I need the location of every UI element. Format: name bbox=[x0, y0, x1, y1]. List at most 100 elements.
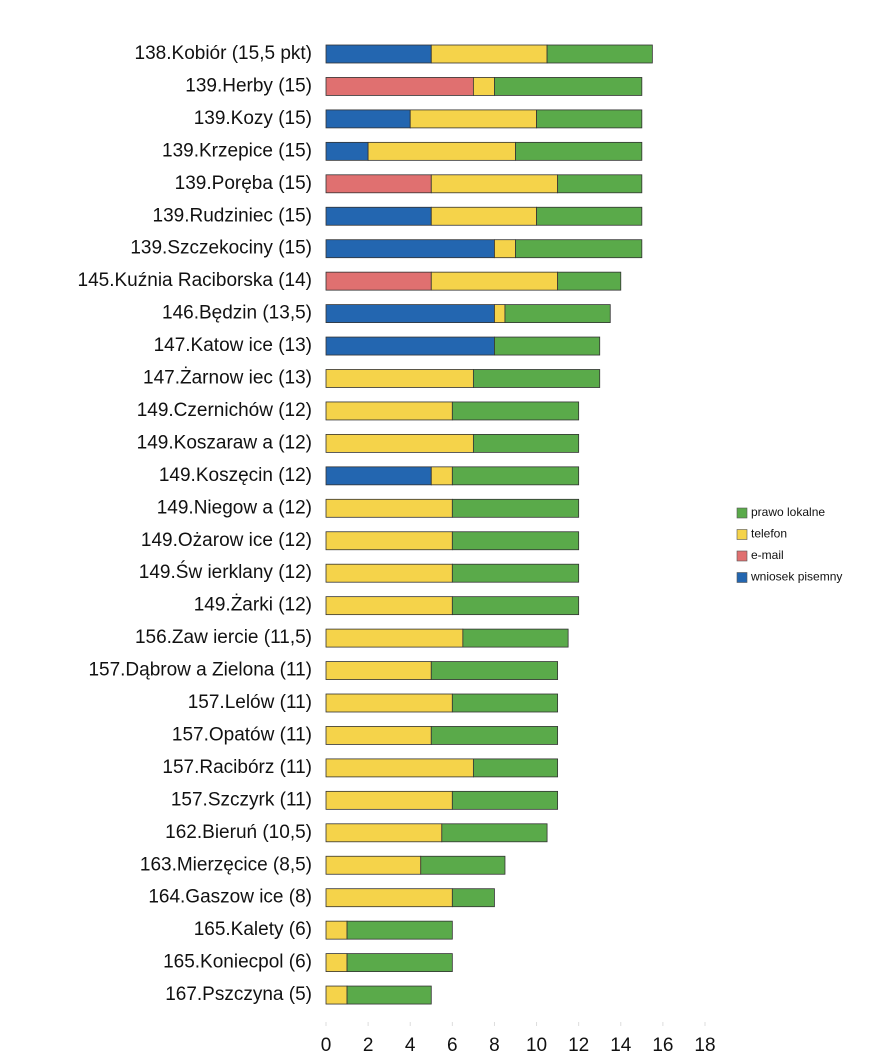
bar-segment bbox=[325, 920, 348, 940]
bar-segment bbox=[346, 985, 432, 1005]
bar-segment bbox=[494, 239, 516, 259]
legend-label: e-mail bbox=[751, 548, 784, 562]
bar-segment bbox=[494, 336, 601, 356]
legend-label: prawo lokalne bbox=[751, 505, 825, 519]
category-label: 157.Dąbrow a Zielona (11) bbox=[88, 660, 312, 681]
bar-segment bbox=[430, 206, 537, 226]
bar-segment bbox=[472, 758, 559, 778]
bar-segment bbox=[325, 336, 495, 356]
bar-segment bbox=[325, 271, 432, 291]
bar-segment bbox=[557, 271, 622, 291]
category-label: 149.Niegow a (12) bbox=[157, 497, 312, 518]
bar-segment bbox=[325, 628, 464, 648]
bar-segment bbox=[494, 304, 506, 324]
category-label: 157.Szczyrk (11) bbox=[171, 789, 312, 810]
bar-segment bbox=[325, 758, 474, 778]
category-label: 149.Ożarow ice (12) bbox=[141, 530, 312, 551]
bar-segment bbox=[325, 401, 453, 421]
bar-segment bbox=[451, 888, 495, 908]
bar-segment bbox=[536, 206, 643, 226]
category-label: 157.Lelów (11) bbox=[188, 692, 312, 713]
bar-segment bbox=[325, 531, 453, 551]
category-label: 147.Żarnow iec (13) bbox=[143, 368, 312, 389]
legend-label: wniosek pisemny bbox=[750, 570, 842, 584]
category-label: 139.Szczekociny (15) bbox=[130, 238, 312, 259]
bar-segment bbox=[325, 661, 432, 680]
bar-segment bbox=[441, 823, 548, 843]
x-tick-label: 14 bbox=[610, 1035, 632, 1056]
bar-segment bbox=[325, 174, 432, 194]
x-tick-label: 6 bbox=[447, 1035, 458, 1056]
bar-segment bbox=[451, 790, 559, 810]
category-label: 138.Kobiór (15,5 pkt) bbox=[135, 43, 312, 64]
category-label: 149.Czernichów (12) bbox=[137, 400, 312, 421]
legend-swatch bbox=[736, 507, 748, 519]
bar-segment bbox=[346, 920, 453, 940]
legend-swatch bbox=[736, 572, 748, 583]
category-label: 164.Gaszow ice (8) bbox=[148, 887, 312, 908]
bar-segment bbox=[325, 239, 495, 259]
category-label: 165.Kalety (6) bbox=[194, 919, 312, 940]
category-label: 165.Koniecpol (6) bbox=[163, 952, 312, 973]
category-label: 149.Żarki (12) bbox=[194, 595, 312, 616]
bar-segment bbox=[546, 44, 653, 64]
x-tick-label: 4 bbox=[405, 1035, 416, 1056]
bar-segment bbox=[430, 271, 559, 291]
bar-segment bbox=[536, 109, 643, 129]
bar-segment bbox=[325, 206, 432, 226]
bar-segment bbox=[430, 661, 559, 680]
bar-segment bbox=[325, 726, 432, 745]
bar-segment bbox=[325, 109, 411, 129]
bar-segment bbox=[325, 953, 348, 972]
category-label: 149.Koszaraw a (12) bbox=[137, 432, 312, 453]
bar-segment bbox=[420, 855, 506, 875]
category-label: 163.Mierzęcice (8,5) bbox=[140, 854, 312, 875]
x-tick-label: 10 bbox=[526, 1035, 547, 1056]
category-label: 162.Bieruń (10,5) bbox=[165, 822, 312, 843]
bar-segment bbox=[430, 726, 559, 745]
bar-segment bbox=[325, 823, 443, 843]
category-label: 157.Opatów (11) bbox=[172, 724, 312, 745]
x-tick-label: 8 bbox=[489, 1035, 500, 1056]
bar-segment bbox=[409, 109, 537, 129]
bar-segment bbox=[515, 141, 643, 161]
bar-segment bbox=[367, 141, 516, 161]
bar-segment bbox=[346, 953, 453, 972]
category-label: 146.Będzin (13,5) bbox=[162, 303, 312, 324]
bar-segment bbox=[325, 44, 432, 64]
bar-segment bbox=[325, 498, 453, 518]
category-label: 156.Zaw iercie (11,5) bbox=[135, 627, 312, 648]
bar-segment bbox=[504, 304, 611, 324]
x-tick-label: 16 bbox=[652, 1035, 673, 1056]
x-tick-label: 12 bbox=[568, 1035, 589, 1056]
category-label: 139.Kozy (15) bbox=[194, 108, 312, 129]
category-label: 145.Kuźnia Raciborska (14) bbox=[78, 270, 312, 291]
x-tick-label: 18 bbox=[694, 1035, 715, 1056]
bar-segment bbox=[325, 141, 369, 161]
category-label: 139.Poręba (15) bbox=[175, 173, 312, 194]
bar-segment bbox=[325, 563, 453, 583]
bar-segment bbox=[557, 174, 643, 194]
bar-segment bbox=[451, 693, 559, 713]
legend-swatch bbox=[736, 529, 748, 540]
bar-segment bbox=[451, 401, 580, 421]
category-label: 139.Krzepice (15) bbox=[162, 140, 312, 161]
category-label: 147.Katow ice (13) bbox=[154, 335, 312, 356]
x-tick-label: 0 bbox=[321, 1035, 332, 1056]
bar-segment bbox=[494, 77, 643, 96]
category-label: 157.Racibórz (11) bbox=[162, 757, 312, 778]
bar-segment bbox=[325, 304, 495, 324]
bar-segment bbox=[515, 239, 643, 259]
bar-segment bbox=[325, 888, 453, 908]
bar-segment bbox=[451, 531, 580, 551]
x-tick-label: 2 bbox=[363, 1035, 374, 1056]
bar-segment bbox=[451, 596, 580, 616]
bar-segment bbox=[325, 855, 422, 875]
legend-swatch bbox=[736, 550, 748, 562]
bar-segment bbox=[451, 563, 580, 583]
legend-label: telefon bbox=[751, 527, 787, 541]
bar-segment bbox=[325, 790, 453, 810]
bar-segment bbox=[462, 628, 569, 648]
bar-segment bbox=[325, 596, 453, 616]
